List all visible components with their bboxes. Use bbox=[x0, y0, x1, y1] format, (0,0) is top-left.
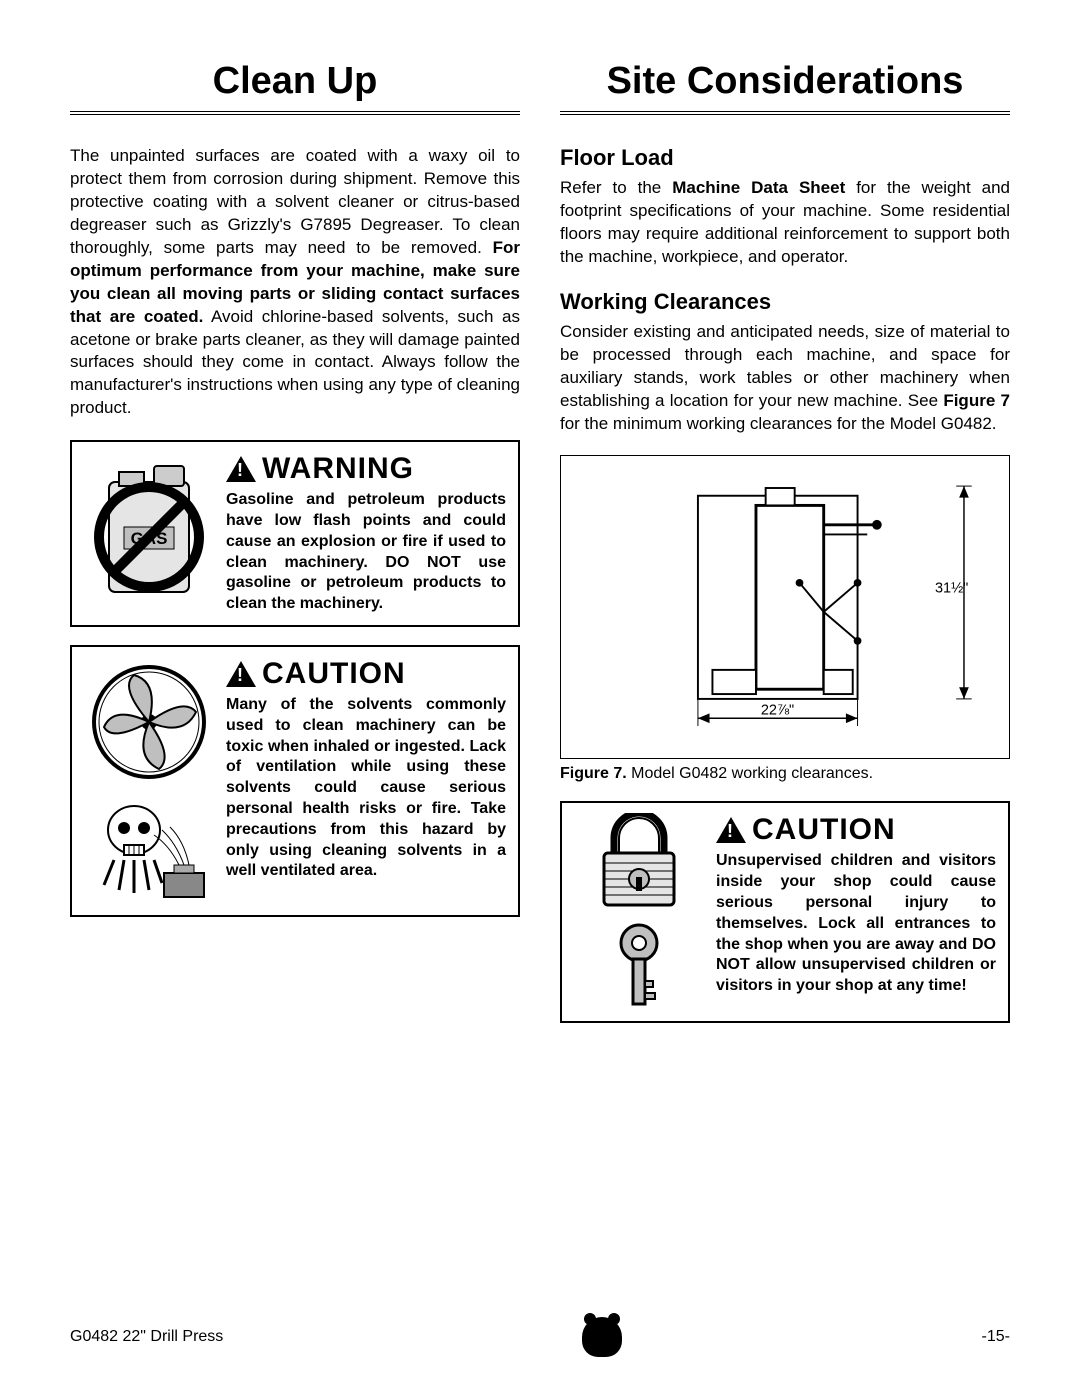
footer-right: -15- bbox=[982, 1328, 1010, 1346]
caution-triangle-icon bbox=[226, 661, 256, 687]
warning-title-text: WARNING bbox=[262, 452, 414, 486]
gas-prohibit-icon: GAS bbox=[84, 452, 214, 615]
caution-solvent-title: CAUTION bbox=[226, 657, 506, 691]
cleanup-title: Clean Up bbox=[70, 60, 520, 115]
figure7-box: 31½" 22⅞" bbox=[560, 455, 1010, 759]
cleanup-paragraph: The unpainted surfaces are coated with a… bbox=[70, 145, 520, 420]
caution-lock-body: Unsupervised children and visitors insid… bbox=[716, 851, 996, 997]
left-column: Clean Up The unpainted surfaces are coat… bbox=[70, 60, 520, 1041]
site-title: Site Considerations bbox=[560, 60, 1010, 115]
footer-left: G0482 22" Drill Press bbox=[70, 1328, 223, 1346]
page-footer: G0482 22" Drill Press -15- bbox=[70, 1317, 1010, 1357]
warning-box: GAS WARNING Gasoline and petroleum produ… bbox=[70, 440, 520, 627]
fan-skull-icon bbox=[84, 657, 214, 905]
right-column: Site Considerations Floor Load Refer to … bbox=[560, 60, 1010, 1041]
figure7-caption: Figure 7. Model G0482 working clearances… bbox=[560, 765, 1010, 783]
height-dim: 31½" bbox=[935, 581, 968, 597]
floor-load-heading: Floor Load bbox=[560, 145, 1010, 171]
cleanup-p1: The unpainted surfaces are coated with a… bbox=[70, 146, 520, 257]
warning-title: WARNING bbox=[226, 452, 506, 486]
clearances-para: Consider existing and anticipated needs,… bbox=[560, 321, 1010, 436]
lock-key-icon bbox=[574, 813, 704, 1011]
clearances-heading: Working Clearances bbox=[560, 289, 1010, 315]
caution-triangle-icon-2 bbox=[716, 817, 746, 843]
caution-lock-title-text: CAUTION bbox=[752, 813, 896, 847]
floor-load-para: Refer to the Machine Data Sheet for the … bbox=[560, 177, 1010, 269]
warning-triangle-icon bbox=[226, 456, 256, 482]
caution-lock-title: CAUTION bbox=[716, 813, 996, 847]
caution-solvent-body: Many of the solvents commonly used to cl… bbox=[226, 695, 506, 882]
caution-solvent-title-text: CAUTION bbox=[262, 657, 406, 691]
width-dim: 22⅞" bbox=[761, 703, 794, 719]
caution-solvent-box: CAUTION Many of the solvents commonly us… bbox=[70, 645, 520, 917]
caution-lock-box: CAUTION Unsupervised children and visito… bbox=[560, 801, 1010, 1023]
warning-body: Gasoline and petroleum products have low… bbox=[226, 490, 506, 615]
bear-logo-icon bbox=[582, 1317, 622, 1357]
clearance-diagram-icon: 31½" 22⅞" bbox=[577, 472, 993, 742]
